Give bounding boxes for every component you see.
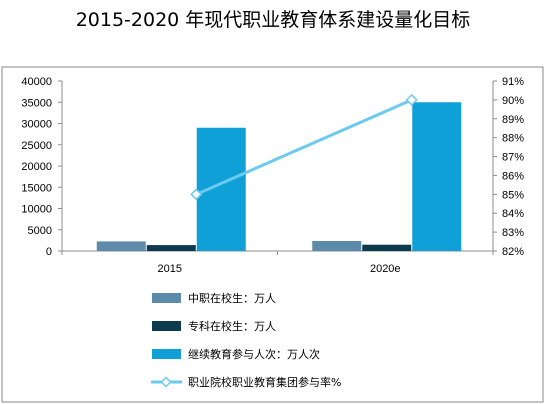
- bar: [96, 241, 146, 251]
- line-point-marker: [405, 93, 418, 106]
- legend-swatch: [152, 321, 181, 331]
- bar: [312, 241, 362, 251]
- x-tick-label: 2020e: [370, 263, 401, 275]
- legend-label: 专科在校生：万人: [188, 319, 276, 333]
- legend-marker: [160, 376, 172, 388]
- left-tick-label: 25000: [21, 140, 52, 152]
- bar: [146, 245, 196, 251]
- right-tick-label: 82%: [502, 246, 524, 258]
- left-tick-label: 30000: [21, 119, 52, 131]
- right-tick-label: 84%: [502, 208, 524, 220]
- right-tick-label: 91%: [502, 76, 524, 88]
- legend-swatch: [152, 293, 181, 303]
- left-tick-label: 5000: [28, 225, 52, 237]
- x-tick-label: 2015: [158, 263, 182, 275]
- legend-label: 继续教育参与人次：万人次: [188, 347, 320, 361]
- plot-area: 0 5000 10000 15000 20000 25000 30000 35000 40000…: [21, 76, 524, 275]
- line-series: [195, 98, 413, 196]
- left-tick-label: 20000: [21, 161, 52, 173]
- line-point-marker: [190, 188, 203, 201]
- right-tick-label: 90%: [502, 95, 524, 107]
- left-tick-label: 0: [46, 246, 52, 258]
- bar: [412, 102, 462, 251]
- left-tick-label: 35000: [21, 97, 52, 109]
- right-tick-label: 85%: [502, 189, 524, 201]
- left-tick-label: 15000: [21, 182, 52, 194]
- left-tick-label: 40000: [21, 76, 52, 88]
- legend-label: 中职在校生：万人: [188, 291, 276, 305]
- right-tick-label: 86%: [502, 170, 524, 182]
- legend-swatch: [152, 349, 181, 359]
- left-tick-label: 10000: [21, 204, 52, 216]
- right-tick-label: 83%: [502, 227, 524, 239]
- chart-border: [1, 66, 544, 403]
- chart-title: 2015-2020 年现代职业教育体系建设量化目标: [76, 9, 471, 31]
- bar: [362, 244, 412, 251]
- legend: 中职在校生：万人专科在校生：万人继续教育参与人次：万人次职业院校职业教育集团参与…: [151, 291, 341, 389]
- legend-label: 职业院校职业教育集团参与率%: [188, 375, 341, 389]
- right-tick-label: 89%: [502, 114, 524, 126]
- right-tick-label: 87%: [502, 152, 524, 164]
- right-tick-label: 88%: [502, 133, 524, 145]
